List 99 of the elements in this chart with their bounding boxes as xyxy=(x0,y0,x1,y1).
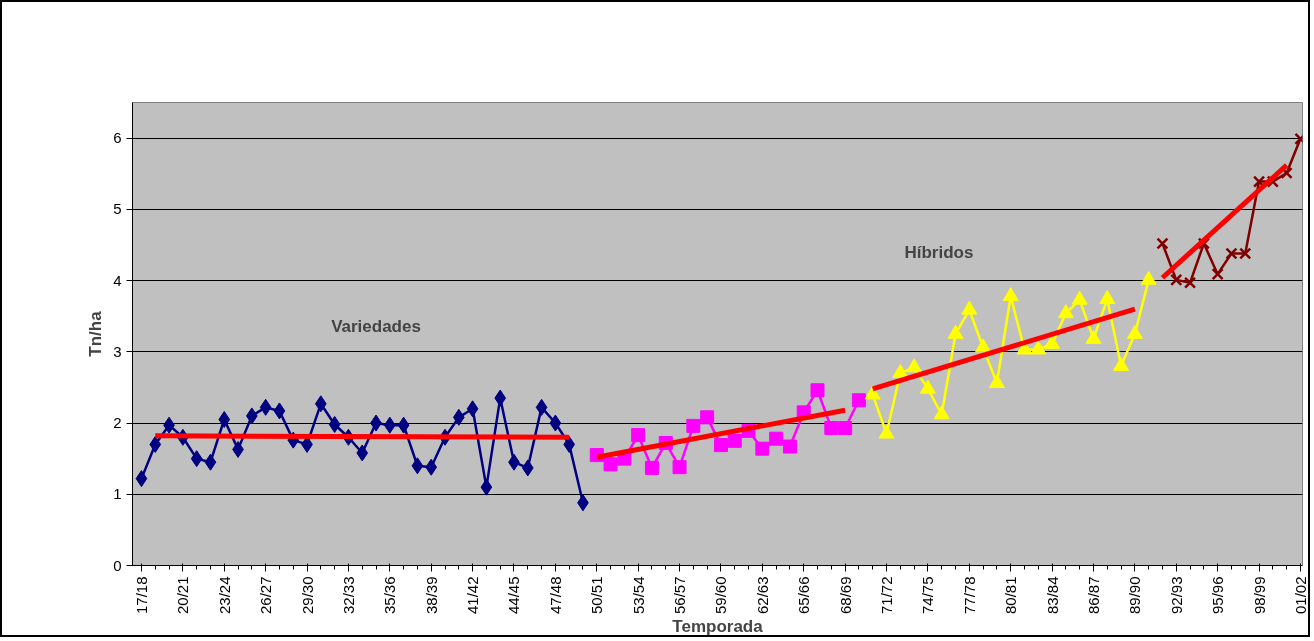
point xyxy=(810,383,825,398)
point xyxy=(975,338,992,353)
x-tick-label: 53/54 xyxy=(629,576,647,615)
point xyxy=(644,460,659,475)
point xyxy=(1156,237,1169,250)
point xyxy=(961,300,978,315)
x-tick-label: 65/66 xyxy=(795,576,813,615)
x-tick-label: 77/78 xyxy=(960,576,978,615)
x-tick-label: 86/87 xyxy=(1084,576,1102,615)
point xyxy=(824,421,839,436)
point xyxy=(1183,276,1197,289)
x-tick-label: 98/99 xyxy=(1250,576,1268,615)
x-tick-label: 50/51 xyxy=(588,576,606,615)
point xyxy=(1211,267,1224,281)
x-tick-label: 41/42 xyxy=(464,576,482,615)
y-tick-label: 1 xyxy=(113,485,122,503)
x-tick-label: 71/72 xyxy=(878,576,896,615)
x-axis-title: Temporada xyxy=(672,617,764,637)
point xyxy=(755,441,770,456)
x-tick-label: 92/93 xyxy=(1167,576,1185,615)
point xyxy=(549,414,562,432)
point xyxy=(383,416,396,434)
point xyxy=(727,433,742,448)
point xyxy=(631,428,646,443)
point xyxy=(425,458,438,476)
y-tick-label: 0 xyxy=(113,556,122,574)
point xyxy=(686,418,701,433)
point xyxy=(466,400,479,418)
x-tick-label: 23/24 xyxy=(215,576,233,615)
point xyxy=(892,364,909,379)
point xyxy=(672,460,687,475)
point xyxy=(259,398,272,416)
x-tick-label: 26/27 xyxy=(257,576,275,615)
y-axis-title: Tn/ha xyxy=(86,310,106,357)
point xyxy=(328,415,341,433)
y-tick-label: 4 xyxy=(113,271,122,289)
point xyxy=(906,358,923,373)
x-tick-label: 01/02 xyxy=(1291,576,1309,615)
point xyxy=(1030,340,1047,355)
point xyxy=(563,435,576,453)
y-tick-label: 3 xyxy=(113,342,122,360)
point xyxy=(878,424,895,439)
x-tick-label: 62/63 xyxy=(753,576,771,615)
point xyxy=(135,470,148,488)
point xyxy=(411,457,424,475)
y-tick-label: 2 xyxy=(113,414,122,432)
y-tick-label: 5 xyxy=(113,200,122,218)
point xyxy=(947,324,964,339)
point xyxy=(1071,290,1088,305)
point xyxy=(851,393,866,408)
x-tick-label: 20/21 xyxy=(174,576,192,615)
point xyxy=(480,478,493,496)
point xyxy=(535,398,548,416)
x-tick-label: 89/90 xyxy=(1126,576,1144,615)
point xyxy=(1099,289,1116,304)
annotation: Híbridos xyxy=(904,242,974,262)
point xyxy=(204,453,217,471)
point xyxy=(1170,273,1183,287)
x-tick-label: 83/84 xyxy=(1043,576,1061,615)
point xyxy=(190,450,203,468)
point xyxy=(452,408,465,426)
x-tick-label: 29/30 xyxy=(298,576,316,615)
x-tick-label: 47/48 xyxy=(546,576,564,615)
point xyxy=(838,421,853,436)
point xyxy=(700,410,715,425)
annotation: Variedades xyxy=(331,317,421,337)
point xyxy=(769,431,784,446)
point xyxy=(1113,356,1130,371)
point xyxy=(149,435,162,453)
point xyxy=(494,389,507,407)
point xyxy=(356,444,369,462)
x-tick-label: 95/96 xyxy=(1209,576,1227,615)
x-tick-label: 38/39 xyxy=(422,576,440,615)
point xyxy=(1002,287,1019,302)
point xyxy=(1085,329,1102,344)
x-tick-label: 32/33 xyxy=(339,576,357,615)
point xyxy=(603,457,618,472)
point xyxy=(397,416,410,434)
point xyxy=(933,405,950,420)
x-tick-label: 56/57 xyxy=(671,576,689,615)
x-tick-label: 59/60 xyxy=(712,576,730,615)
point xyxy=(1044,334,1061,349)
x-tick-label: 35/36 xyxy=(381,576,399,615)
point xyxy=(218,410,231,428)
x-tick-label: 17/18 xyxy=(132,576,150,615)
point xyxy=(919,379,936,394)
point xyxy=(864,385,881,400)
point xyxy=(521,459,534,477)
point xyxy=(1140,270,1157,285)
point xyxy=(1126,324,1143,339)
x-tick-label: 44/45 xyxy=(505,576,523,615)
point xyxy=(273,402,286,420)
point xyxy=(713,438,728,453)
point xyxy=(782,439,797,454)
point xyxy=(1057,304,1074,319)
x-tick-label: 80/81 xyxy=(1002,576,1020,615)
x-tick-label: 68/69 xyxy=(836,576,854,615)
x-tick-label: 74/75 xyxy=(919,576,937,615)
y-tick-label: 6 xyxy=(113,129,122,147)
